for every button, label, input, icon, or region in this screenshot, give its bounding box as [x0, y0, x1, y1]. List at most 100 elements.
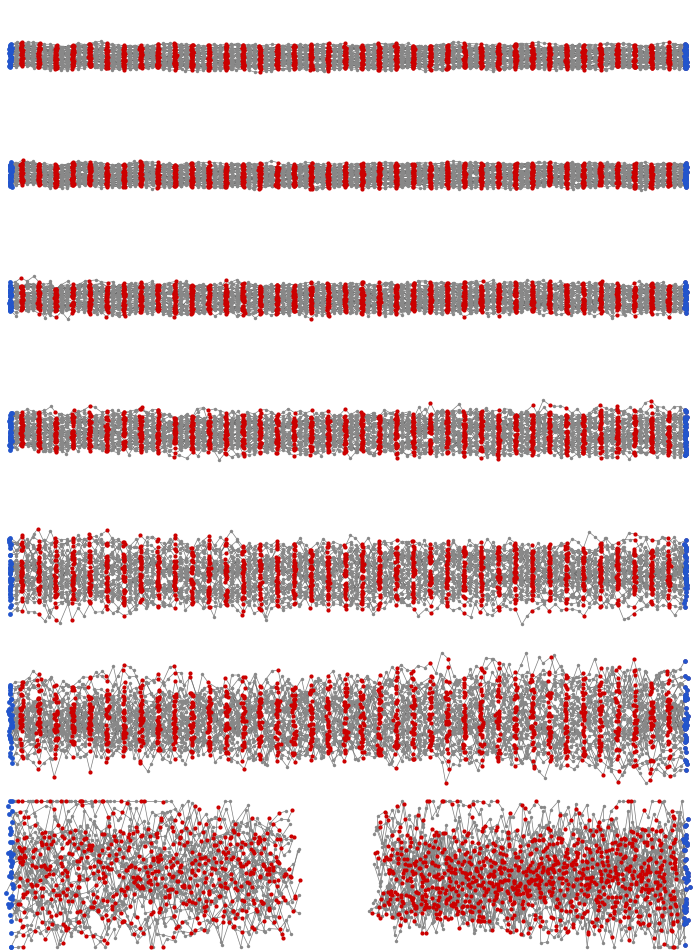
Point [317, 713, 329, 728]
Point [79, 166, 90, 182]
Point [505, 588, 516, 603]
Point [68, 156, 79, 171]
Point [436, 700, 447, 715]
Point [6, 169, 17, 184]
Point [260, 560, 271, 575]
Point [187, 575, 198, 591]
Point [550, 547, 561, 562]
Point [6, 300, 17, 315]
Point [299, 427, 310, 442]
Point [407, 40, 418, 55]
Point [431, 420, 442, 436]
Point [434, 724, 445, 739]
Point [22, 45, 33, 60]
Point [538, 568, 549, 583]
Point [141, 435, 152, 450]
Point [62, 415, 73, 430]
Point [7, 40, 18, 55]
Point [55, 419, 66, 435]
Point [29, 42, 40, 57]
Point [213, 876, 224, 891]
Point [464, 744, 475, 759]
Point [136, 172, 147, 187]
Point [510, 287, 521, 302]
Point [23, 572, 34, 587]
Point [67, 824, 78, 839]
Point [487, 577, 498, 592]
Point [288, 536, 299, 552]
Point [651, 165, 663, 180]
Point [578, 167, 589, 183]
Point [130, 702, 141, 717]
Point [573, 413, 584, 428]
Point [577, 302, 588, 318]
Point [77, 737, 88, 752]
Point [640, 415, 651, 430]
Point [509, 301, 521, 316]
Point [529, 872, 540, 887]
Point [658, 837, 669, 852]
Point [373, 572, 384, 587]
Point [539, 722, 551, 737]
Point [411, 917, 422, 932]
Point [29, 908, 40, 923]
Point [402, 438, 413, 454]
Point [379, 420, 390, 436]
Point [323, 48, 334, 63]
Point [175, 541, 186, 556]
Point [453, 55, 464, 70]
Point [96, 423, 107, 438]
Point [262, 758, 273, 773]
Point [10, 164, 22, 179]
Point [118, 168, 129, 184]
Point [658, 703, 670, 718]
Point [101, 38, 112, 53]
Point [618, 414, 629, 429]
Point [594, 878, 605, 893]
Point [651, 168, 662, 184]
Point [74, 166, 85, 182]
Point [681, 753, 692, 768]
Point [213, 704, 224, 719]
Point [458, 299, 469, 314]
Point [31, 843, 42, 858]
Point [129, 168, 140, 184]
Point [611, 429, 622, 444]
Point [63, 825, 74, 841]
Point [73, 722, 84, 737]
Point [681, 300, 692, 315]
Point [340, 567, 351, 582]
Point [541, 852, 553, 867]
Point [289, 573, 300, 589]
Point [193, 802, 204, 817]
Point [448, 165, 459, 181]
Point [152, 54, 163, 69]
Point [51, 730, 62, 746]
Point [458, 44, 469, 59]
Point [578, 297, 589, 312]
Point [57, 841, 68, 856]
Point [356, 281, 367, 297]
Point [380, 48, 391, 63]
Point [214, 406, 226, 421]
Point [651, 158, 663, 173]
Point [583, 719, 594, 734]
Point [244, 430, 255, 445]
Point [553, 794, 564, 809]
Point [447, 168, 458, 184]
Point [623, 282, 634, 298]
Point [111, 846, 122, 862]
Point [237, 910, 248, 925]
Point [27, 169, 38, 184]
Point [78, 297, 89, 312]
Point [578, 412, 589, 427]
Point [345, 580, 356, 595]
Point [555, 168, 567, 184]
Point [590, 293, 601, 308]
Point [459, 433, 470, 448]
Point [33, 422, 45, 437]
Point [535, 885, 546, 901]
Point [290, 688, 301, 703]
Point [533, 870, 544, 885]
Point [180, 288, 191, 303]
